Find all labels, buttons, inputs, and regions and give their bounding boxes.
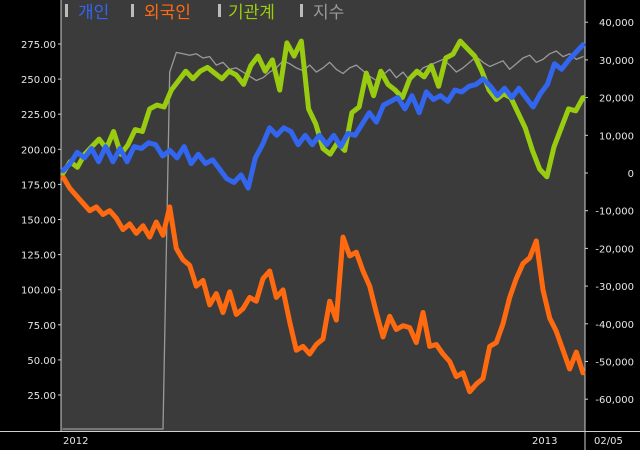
right-tick-label: 40,000 xyxy=(599,18,634,29)
right-tick-label: -60,000 xyxy=(595,395,634,406)
left-tick-label: 125.00 xyxy=(21,251,56,262)
series-line-foreign xyxy=(60,174,586,395)
left-tick-label: 100.00 xyxy=(21,286,56,297)
left-tick-label: 50.00 xyxy=(27,356,56,367)
left-axis-ticks: 275.00 250.00 225.00 200.00 175.00 150.00 125.… xyxy=(21,40,61,402)
legend: 개인 외국인 기관계 지수 xyxy=(65,3,344,23)
left-tick-label: 75.00 xyxy=(27,321,56,332)
legend-label-index: 지수 xyxy=(313,3,344,23)
right-tick-label: -10,000 xyxy=(595,207,634,218)
right-tick-label: 10,000 xyxy=(599,131,634,142)
plot-area xyxy=(61,0,585,431)
left-tick-label: 225.00 xyxy=(21,110,56,121)
legend-label-institution: 기관계 xyxy=(228,3,275,23)
right-axis-ticks: 40,000 30,000 20,000 10,000 0 -10,000 -20,000 -… xyxy=(585,18,634,406)
x-label-end: 2013 xyxy=(532,436,557,447)
right-tick-label: -50,000 xyxy=(595,358,634,369)
legend-marker-index xyxy=(300,4,303,17)
left-tick-label: 250.00 xyxy=(21,75,56,86)
right-tick-label: 30,000 xyxy=(599,56,634,67)
legend-marker-individual xyxy=(65,4,68,17)
left-tick-label: 25.00 xyxy=(27,391,56,402)
series-layer xyxy=(60,38,586,430)
series-line-individual xyxy=(60,42,586,191)
legend-marker-institution xyxy=(218,4,221,17)
right-tick-label: -20,000 xyxy=(595,244,634,255)
series-line-index xyxy=(62,50,584,430)
x-label-start: 2012 xyxy=(63,436,88,447)
series-line-institution xyxy=(60,38,586,180)
left-tick-label: 275.00 xyxy=(21,40,56,51)
left-tick-label: 150.00 xyxy=(21,216,56,227)
legend-label-foreign: 외국인 xyxy=(144,3,191,23)
legend-label-individual: 개인 xyxy=(78,3,109,23)
right-tick-label: -40,000 xyxy=(595,320,634,331)
left-tick-label: 200.00 xyxy=(21,145,56,156)
legend-marker-foreign xyxy=(131,4,134,17)
right-tick-label: 20,000 xyxy=(599,94,634,105)
right-tick-label: 0 xyxy=(628,169,634,180)
left-tick-label: 175.00 xyxy=(21,180,56,191)
current-date-label: 02/05 xyxy=(594,436,623,447)
right-tick-label: -30,000 xyxy=(595,282,634,293)
